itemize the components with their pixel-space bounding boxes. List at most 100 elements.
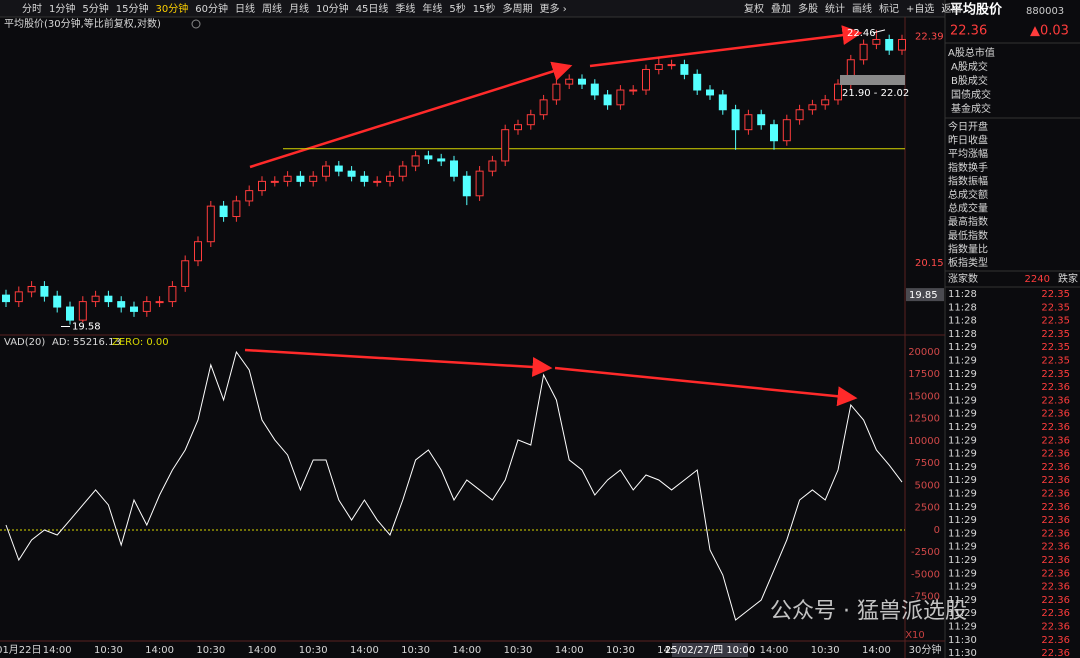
- tick-price: 22.36: [1041, 542, 1070, 553]
- candle-body: [14, 291, 23, 303]
- period-tab[interactable]: 日线: [235, 2, 255, 15]
- period-tab[interactable]: 多周期: [503, 2, 533, 15]
- x-tick-label: 14:00: [657, 645, 686, 656]
- tick-price: 22.36: [1041, 502, 1070, 513]
- x-tick-label: 14:00: [452, 645, 481, 656]
- tick-price: 22.36: [1041, 515, 1070, 526]
- tool-button[interactable]: 叠加: [771, 3, 791, 15]
- tool-button[interactable]: 复权: [744, 2, 764, 15]
- candle-body: [386, 175, 394, 182]
- field-label: 今日开盘: [948, 120, 988, 133]
- range-label: 21.90 - 22.02: [842, 88, 909, 99]
- period-tab[interactable]: 15分钟: [116, 2, 149, 15]
- quote-change: ▲0.03: [1030, 24, 1069, 39]
- x-tick-label: 14:00: [145, 645, 174, 656]
- x-tick-label: 14:00: [350, 645, 379, 656]
- tick-price: 22.36: [1041, 555, 1070, 566]
- y-tick-label: 10000: [908, 436, 940, 447]
- candle-body: [578, 78, 586, 85]
- period-tab[interactable]: 季线: [395, 2, 415, 15]
- tick-price: 22.36: [1041, 582, 1070, 593]
- candle-body: [245, 190, 254, 202]
- tick-price: 22.36: [1041, 382, 1070, 393]
- tick-time: 11:29: [948, 528, 977, 539]
- candle-body: [40, 285, 49, 297]
- tick-price: 22.36: [1041, 395, 1070, 406]
- period-tab[interactable]: 1分钟: [49, 2, 75, 15]
- tool-button[interactable]: 标记: [879, 3, 899, 15]
- tick-price: 22.36: [1041, 409, 1070, 420]
- period-tab[interactable]: 分时: [22, 3, 42, 15]
- y-tick-label: 0: [934, 525, 940, 536]
- candle-body: [206, 205, 215, 243]
- tick-time: 11:29: [948, 515, 977, 526]
- quote-name: 平均股价: [950, 2, 1003, 18]
- x-tick-label: 10:30: [606, 645, 635, 656]
- indicator-ad: AD: 55216.13: [52, 337, 121, 348]
- breadth-up-count: 2240: [1025, 274, 1050, 285]
- period-tab[interactable]: 5秒: [449, 2, 465, 15]
- period-tab[interactable]: 60分钟: [195, 2, 228, 15]
- period-tab[interactable]: 5分钟: [82, 2, 108, 15]
- period-tab[interactable]: 30分钟: [155, 2, 188, 15]
- tool-button[interactable]: +自选: [906, 2, 934, 15]
- candle-body: [834, 83, 842, 101]
- period-tab[interactable]: 年线: [422, 2, 442, 15]
- trend-arrow: [244, 348, 553, 377]
- candle-body: [309, 175, 318, 182]
- y-tick-label: -2500: [911, 547, 940, 558]
- candle-body: [898, 38, 906, 51]
- candle-body: [142, 301, 151, 312]
- tick-time: 11:29: [948, 555, 977, 566]
- period-tab[interactable]: 周线: [262, 2, 282, 15]
- y-tick-label: -7500: [911, 592, 940, 603]
- candle-body: [654, 64, 663, 70]
- x-tick-label: 01月22日: [0, 644, 42, 656]
- field-label: B股成交: [951, 74, 988, 87]
- candle-body: [373, 180, 382, 183]
- breadth-up-label: 涨家数: [948, 272, 978, 285]
- tick-time: 11:29: [948, 369, 977, 380]
- field-label: 昨日收盘: [948, 134, 988, 147]
- candle-body: [117, 301, 126, 308]
- candle-body: [680, 64, 689, 75]
- candle-body: [539, 99, 548, 116]
- tick-price: 22.35: [1041, 316, 1070, 327]
- indicator-name: VAD(20): [4, 337, 45, 348]
- candle-body: [706, 89, 714, 96]
- period-tab[interactable]: 15秒: [473, 2, 496, 15]
- candle-body: [616, 89, 625, 106]
- tick-time: 11:29: [948, 462, 977, 473]
- candle-body: [475, 170, 484, 197]
- candle-body: [296, 175, 305, 182]
- high-pointer: [872, 29, 886, 34]
- x-tick-label: 14:00: [555, 645, 584, 656]
- period-tab[interactable]: 更多 ›: [540, 2, 567, 15]
- period-tab[interactable]: 10分钟: [316, 2, 349, 15]
- candle-body: [526, 114, 535, 126]
- tick-price: 22.36: [1041, 622, 1070, 633]
- candle-body: [27, 285, 36, 293]
- tool-button[interactable]: 多股: [798, 2, 818, 15]
- tool-button[interactable]: 返回: [941, 3, 961, 15]
- tick-price: 22.36: [1041, 635, 1070, 646]
- candle-body: [642, 68, 650, 91]
- tool-button[interactable]: 画线: [852, 2, 872, 15]
- high-label: 22.46: [847, 28, 876, 39]
- y-tick-label: 12500: [908, 414, 940, 425]
- tool-button[interactable]: 统计: [825, 2, 845, 15]
- tick-time: 11:29: [948, 622, 977, 633]
- tick-time: 11:29: [948, 608, 977, 619]
- period-tab[interactable]: 45日线: [356, 2, 389, 15]
- tick-time: 11:29: [948, 409, 977, 420]
- field-label: 指数量比: [948, 242, 988, 255]
- period-tab[interactable]: 月线: [289, 2, 309, 15]
- tick-price: 22.35: [1041, 369, 1070, 380]
- field-label: 板指类型: [948, 256, 988, 269]
- candle-body: [603, 94, 612, 106]
- tick-price: 22.36: [1041, 528, 1070, 539]
- tick-time: 11:29: [948, 502, 977, 513]
- title-icon[interactable]: [191, 19, 201, 29]
- candle-body: [398, 165, 407, 177]
